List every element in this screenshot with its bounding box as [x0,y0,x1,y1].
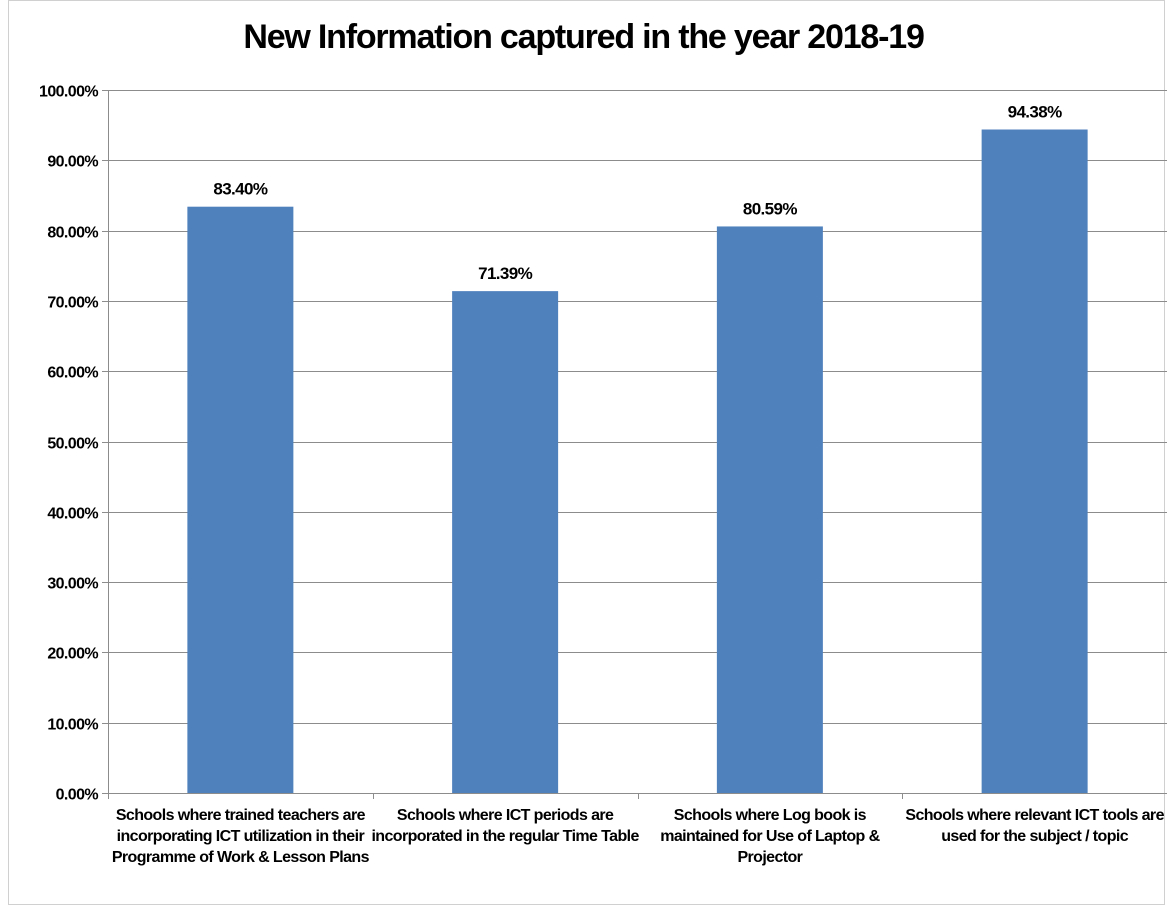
y-tick-label: 10.00% [47,717,98,734]
y-tick-label: 0.00% [56,787,99,804]
x-tick-label: Schools where relevant ICT tools are use… [905,807,1164,845]
y-tick-label: 50.00% [47,436,98,453]
bar [187,206,294,793]
bar [716,226,823,794]
x-tick-label: Schools where Log book is maintained for… [660,807,880,866]
data-label: 80.59% [743,199,798,218]
y-tick-label: 80.00% [47,225,98,242]
y-tick-label: 70.00% [47,295,98,312]
bar [452,291,559,793]
data-label: 94.38% [1008,103,1063,122]
data-label: 71.39% [478,264,533,283]
chart-title: New Information captured in the year 201… [243,18,925,56]
data-label: 83.40% [213,180,268,199]
x-tick-label: Schools where ICT periods are incorporat… [371,807,639,845]
y-tick-label: 90.00% [47,154,98,171]
x-tick-label: Schools where trained teachers are incor… [111,807,370,866]
y-tick-label: 40.00% [47,506,98,523]
y-tick-label: 100.00% [39,84,98,101]
y-tick-label: 60.00% [47,365,98,382]
y-tick-label: 30.00% [47,576,98,593]
bar [981,129,1088,793]
y-tick-label: 20.00% [47,646,98,663]
